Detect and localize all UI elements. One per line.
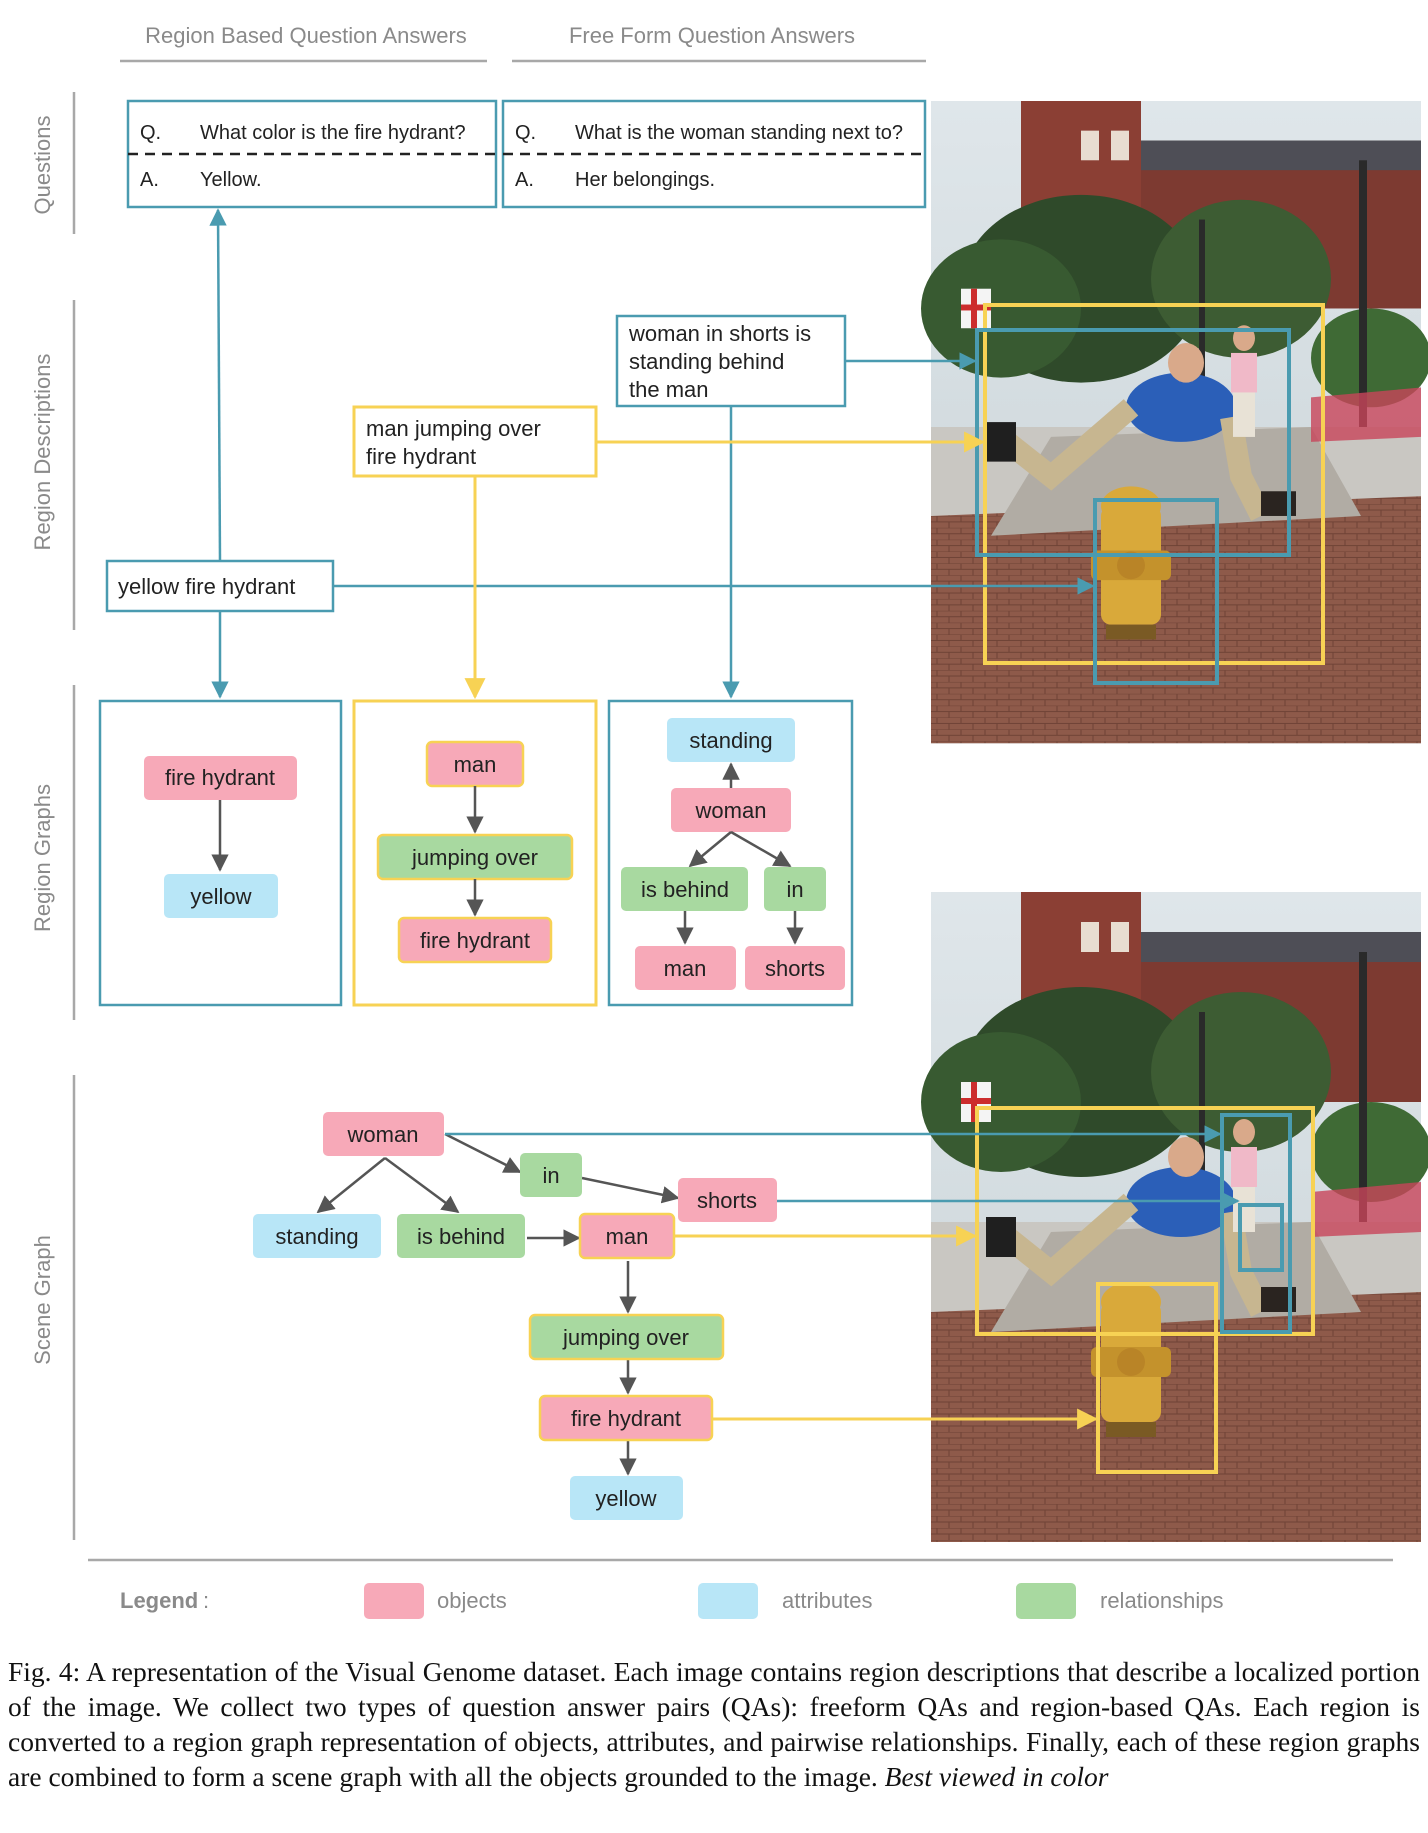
region-description-woman: woman in shorts is standing behind the m… [615,314,847,408]
caption-note: Best viewed in color [884,1761,1109,1792]
scene-node-standing [253,1214,381,1258]
region-qa-box: Q. What color is the fire hydrant? A. Ye… [126,99,498,209]
svg-text:man: man [606,1224,649,1249]
column-headers: Region Based Question Answers Free Form … [120,23,926,63]
svg-text:yellow fire hydrant: yellow fire hydrant [118,574,295,599]
scene-node-man [578,1212,676,1260]
bottom-photo [921,892,1428,1542]
visual-genome-diagram: Region Based Question Answers Free Form … [30,23,1428,1619]
svg-text:standing: standing [689,728,772,753]
region-q-marker: Q. [140,122,161,144]
svg-text:fire hydrant: fire hydrant [571,1406,681,1431]
region-a-marker: A. [140,169,159,191]
region-answer: Yellow. [200,169,262,191]
svg-text:man: man [454,752,497,777]
caption-text: Fig. 4: A representation of the Visual G… [8,1656,1420,1792]
region-descriptions-row-label: Region Descriptions [30,354,55,551]
region-graph-woman: standing woman is behind in man shorts [607,699,854,1007]
svg-text:yellow: yellow [190,884,251,909]
svg-text:fire hydrant: fire hydrant [165,765,275,790]
row-labels: Questions Region Descriptions Region Gra… [30,92,76,1540]
svg-text:shorts: shorts [697,1188,757,1213]
region-graph-man: man jumping over fire hydrant [352,699,598,1007]
svg-text:is behind: is behind [641,877,729,902]
svg-text:in: in [542,1163,559,1188]
legend-relationships-swatch [1016,1583,1076,1619]
freeform-q-marker: Q. [515,122,536,144]
svg-text:shorts: shorts [765,956,825,981]
svg-text:yellow: yellow [595,1486,656,1511]
svg-text:fire hydrant: fire hydrant [420,928,530,953]
freeform-a-marker: A. [515,169,534,191]
region-graphs-row-label: Region Graphs [30,784,55,932]
scene-node-in [520,1153,582,1197]
scene-node-woman [323,1112,444,1156]
svg-text:is behind: is behind [417,1224,505,1249]
svg-text:fire hydrant: fire hydrant [366,444,476,469]
freeform-qa-box: Q. What is the woman standing next to? A… [501,99,927,209]
bottom-photo-region-boxes [975,1106,1315,1474]
legend-attributes-swatch [698,1583,758,1619]
top-photo [921,101,1428,743]
svg-text:man jumping over: man jumping over [366,416,541,441]
scene-node-jumping-over [528,1313,725,1361]
svg-text:in: in [786,877,803,902]
svg-text:man: man [664,956,707,981]
region-qa-header: Region Based Question Answers [145,23,467,48]
scene-node-is-behind [397,1214,525,1258]
svg-text:standing: standing [275,1224,358,1249]
svg-text:the man: the man [629,377,709,402]
freeform-question: What is the woman standing next to? [575,122,903,144]
svg-text:jumping over: jumping over [411,845,538,870]
svg-text:woman in shorts is: woman in shorts is [628,321,811,346]
legend-attributes-label: attributes [782,1588,873,1613]
legend-relationships-label: relationships [1100,1588,1224,1613]
svg-text:standing behind: standing behind [629,349,784,374]
legend-title: Legend [120,1588,198,1613]
region-graph-hydrant: fire hydrant yellow [98,699,343,1007]
svg-text:woman: woman [347,1122,419,1147]
svg-text:jumping over: jumping over [562,1325,689,1350]
scene-graph-row-label: Scene Graph [30,1235,55,1365]
legend-objects-swatch [364,1583,424,1619]
scene-node-yellow [570,1476,683,1520]
top-photo-region-boxes [975,303,1325,685]
region-description-man: man jumping over fire hydrant [352,405,598,478]
freeform-qa-header: Free Form Question Answers [569,23,855,48]
region-description-hydrant: yellow fire hydrant [105,559,335,613]
scene-node-shorts [678,1178,777,1222]
legend-objects-label: objects [437,1588,507,1613]
region-question: What color is the fire hydrant? [200,122,466,144]
freeform-answer: Her belongings. [575,169,715,191]
svg-text::: : [203,1588,209,1613]
scene-graph: woman in shorts standing is behind man j… [253,1112,1240,1520]
questions-row-label: Questions [30,115,55,214]
svg-text:woman: woman [695,798,767,823]
scene-node-fire-hydrant [538,1394,714,1442]
figure-caption: Fig. 4: A representation of the Visual G… [8,1654,1420,1794]
legend: Legend : objects attributes relationship… [120,1583,1224,1619]
region-connectors [209,208,1095,700]
